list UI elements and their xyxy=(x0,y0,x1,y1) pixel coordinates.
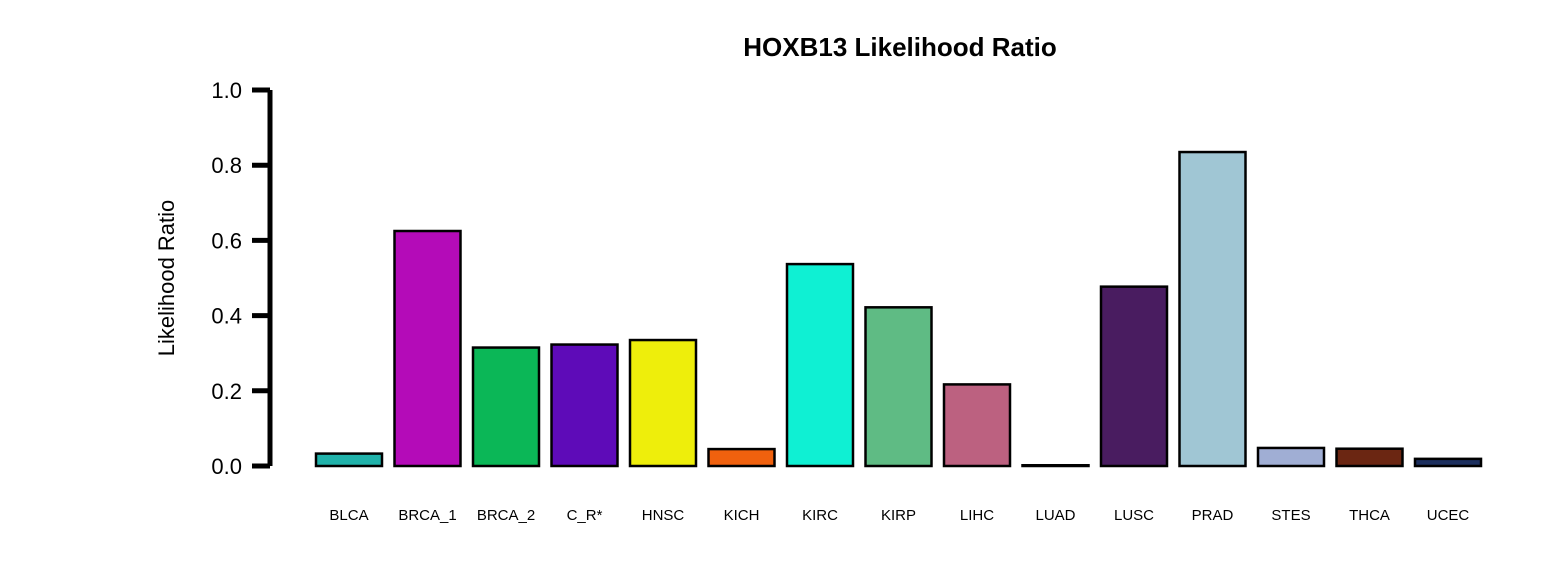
x-tick-label: STES xyxy=(1271,507,1310,524)
x-tick-label: LUAD xyxy=(1035,507,1075,524)
y-tick-label: 0.8 xyxy=(211,153,242,178)
bar-kich xyxy=(707,447,776,468)
bar-stes xyxy=(1256,446,1326,468)
bar-blca xyxy=(314,452,384,468)
x-tick-label: BRCA_1 xyxy=(398,507,456,524)
x-tick-label: KICH xyxy=(724,507,760,524)
bar-brca-2 xyxy=(471,346,541,468)
bars-group xyxy=(314,150,1483,468)
bar-brca-1 xyxy=(393,229,462,468)
x-tick-label: HNSC xyxy=(642,507,685,524)
y-tick-label: 1.0 xyxy=(211,78,242,103)
x-tick-label: KIRC xyxy=(802,507,838,524)
x-tick-label: LIHC xyxy=(960,507,994,524)
y-tick-label: 0.0 xyxy=(211,454,242,479)
x-axis-labels: BLCA BRCA_1 BRCA_2 C_R* HNSC KICH KIRC KIRP LIHC… xyxy=(329,507,1469,524)
x-tick-label: UCEC xyxy=(1427,507,1470,524)
y-axis: 0.0 0.2 0.4 0.6 0.8 1.0 xyxy=(211,78,273,479)
bar-ucec xyxy=(1413,457,1483,468)
y-axis-label: Likelihood Ratio xyxy=(154,200,179,357)
chart-title: HOXB13 Likelihood Ratio xyxy=(743,32,1057,62)
bar-luad xyxy=(1021,463,1090,468)
y-tick-label: 0.4 xyxy=(211,304,242,329)
bar-lusc xyxy=(1099,285,1169,468)
bar-prad xyxy=(1178,150,1247,468)
bar-c-r xyxy=(550,343,619,468)
x-tick-label: PRAD xyxy=(1192,507,1234,524)
bar-lihc xyxy=(942,383,1012,468)
x-tick-label: THCA xyxy=(1349,507,1390,524)
y-tick-label: 0.2 xyxy=(211,379,242,404)
x-tick-label: C_R* xyxy=(567,507,603,524)
x-tick-label: BRCA_2 xyxy=(477,507,535,524)
x-tick-label: KIRP xyxy=(881,507,916,524)
y-tick-label: 0.6 xyxy=(211,228,242,253)
x-tick-label: LUSC xyxy=(1114,507,1154,524)
bar-hnsc xyxy=(628,338,698,468)
bar-kirc xyxy=(785,262,855,468)
bar-thca xyxy=(1335,447,1404,468)
bar-kirp xyxy=(864,306,933,468)
x-tick-label: BLCA xyxy=(329,507,368,524)
